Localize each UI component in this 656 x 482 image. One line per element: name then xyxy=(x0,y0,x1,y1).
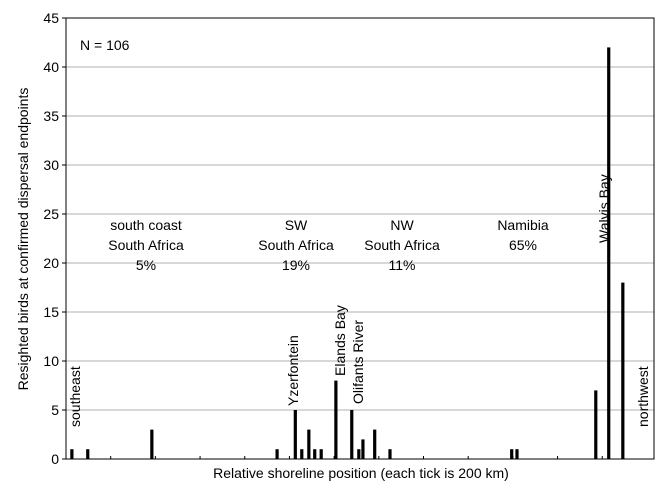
site-label-walvis-bay: Walvis Bay xyxy=(596,174,612,243)
y-axis-label: Resighted birds at confirmed dispersal e… xyxy=(15,88,31,391)
bar xyxy=(334,380,338,459)
bar xyxy=(607,47,611,460)
x-axis-label: Relative shoreline position (each tick i… xyxy=(213,465,509,481)
direction-label-southeast: southeast xyxy=(67,366,83,427)
gridlines xyxy=(66,66,654,411)
bar xyxy=(388,449,392,459)
bar xyxy=(361,439,365,459)
region-namibia-name: Namibia xyxy=(497,217,549,233)
y-tick-label: 30 xyxy=(43,157,59,173)
bar xyxy=(373,429,377,459)
bar xyxy=(510,449,514,459)
y-tick-label: 0 xyxy=(51,451,59,467)
region-nw-country: South Africa xyxy=(364,237,440,253)
region-sw-name: SW xyxy=(285,217,308,233)
site-label-yzerfontein: Yzerfontein xyxy=(285,335,301,406)
bar xyxy=(621,282,625,459)
region-nw-name: NW xyxy=(390,217,414,233)
bar xyxy=(515,449,519,459)
y-tick-label: 35 xyxy=(43,108,59,124)
region-south-coast-country: South Africa xyxy=(108,237,184,253)
bar xyxy=(70,449,74,459)
bar xyxy=(293,410,297,459)
region-south-coast-name: south coast xyxy=(110,217,182,233)
n-label: N = 106 xyxy=(80,37,130,53)
y-ticks: 0 5 10 15 20 25 30 35 40 45 xyxy=(43,10,66,467)
region-sw-percent: 19% xyxy=(282,257,310,273)
direction-label-northwest: northwest xyxy=(635,366,651,427)
bar xyxy=(594,390,598,459)
bar xyxy=(313,449,317,459)
region-namibia-percent: 65% xyxy=(509,237,537,253)
bars xyxy=(70,47,625,460)
bar xyxy=(300,449,304,459)
region-sw-country: South Africa xyxy=(258,237,334,253)
region-south-coast-percent: 5% xyxy=(136,257,156,273)
y-tick-label: 15 xyxy=(43,304,59,320)
bar xyxy=(307,429,311,459)
site-label-elands-bay: Elands Bay xyxy=(332,305,348,376)
y-tick-label: 40 xyxy=(43,59,59,75)
y-tick-label: 5 xyxy=(51,402,59,418)
x-ticks xyxy=(110,456,603,459)
site-label-olifants-river: Olifants River xyxy=(350,320,366,404)
y-tick-label: 20 xyxy=(43,255,59,271)
bar xyxy=(357,449,361,459)
y-tick-label: 25 xyxy=(43,206,59,222)
region-nw-percent: 11% xyxy=(389,257,416,273)
bar xyxy=(350,410,354,459)
bar xyxy=(86,449,90,459)
plot-frame xyxy=(65,17,655,460)
y-tick-label: 10 xyxy=(43,353,59,369)
bar xyxy=(319,449,323,459)
bar xyxy=(275,449,279,459)
bar xyxy=(150,429,154,459)
y-tick-label: 45 xyxy=(43,10,59,26)
